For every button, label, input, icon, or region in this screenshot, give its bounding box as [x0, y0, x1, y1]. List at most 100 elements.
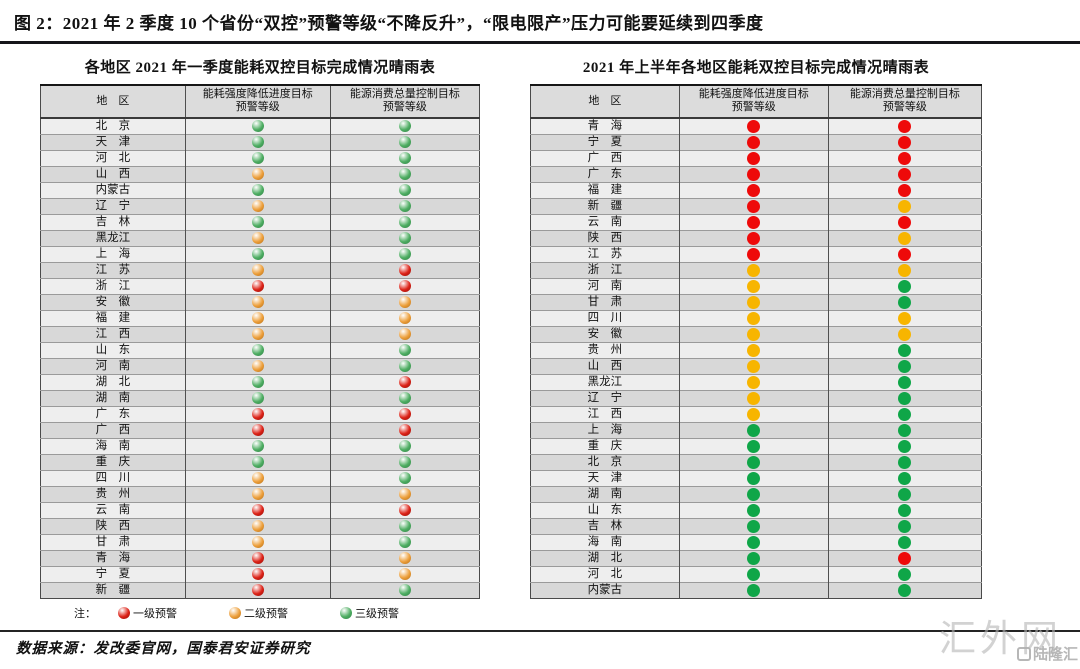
intensity-warning-cell [678, 358, 829, 375]
intensity-warning-cell [184, 454, 331, 471]
region-name: 湖 南 [530, 486, 680, 503]
consumption-warning-cell [329, 150, 480, 167]
column-header: 能耗强度降低进度目标 预警等级 [678, 85, 829, 119]
column-header: 地 区 [40, 85, 186, 119]
warning-dot-green [251, 376, 264, 389]
warning-dot-green [251, 216, 264, 229]
table-row: 吉 林 [530, 518, 982, 535]
intensity-warning-cell [184, 502, 331, 519]
table-row: 浙 江 [530, 262, 982, 279]
consumption-warning-cell [827, 406, 982, 423]
region-name: 上 海 [40, 246, 186, 263]
warning-dot-red [898, 135, 912, 149]
consumption-warning-cell [827, 182, 982, 199]
intensity-warning-cell [184, 326, 331, 343]
region-name: 贵 州 [530, 342, 680, 359]
warning-dot-yellow [747, 327, 761, 341]
h1-barometer-table: 地 区能耗强度降低进度目标 预警等级 能源消费总量控制目标 预警等级 青 海宁 夏广 … [530, 84, 982, 599]
warning-dot-green [251, 184, 264, 197]
region-name: 天 津 [530, 470, 680, 487]
warning-dot-green [747, 439, 761, 453]
intensity-warning-cell [184, 230, 331, 247]
warning-dot-yellow [398, 552, 411, 565]
region-name: 北 京 [40, 117, 186, 135]
table-row: 湖 北 [40, 374, 480, 391]
consumption-warning-cell [827, 294, 982, 311]
region-name: 辽 宁 [530, 390, 680, 407]
intensity-warning-cell [184, 150, 331, 167]
warning-dot-green [398, 440, 411, 453]
consumption-warning-cell [827, 230, 982, 247]
consumption-warning-cell [329, 134, 480, 151]
warning-dot-red [251, 568, 264, 581]
intensity-warning-cell [678, 214, 829, 231]
warning-dot-green [898, 567, 912, 581]
level1-warning-dot-icon [118, 607, 130, 619]
table-row: 河 南 [40, 358, 480, 375]
intensity-warning-cell [678, 390, 829, 407]
warning-dot-green [747, 471, 761, 485]
consumption-warning-cell [329, 182, 480, 199]
warning-dot-yellow [898, 311, 912, 325]
region-name: 河 南 [40, 358, 186, 375]
warning-dot-green [398, 344, 411, 357]
region-name: 江 西 [40, 326, 186, 343]
warning-dot-green [398, 232, 411, 245]
consumption-warning-cell [329, 582, 480, 599]
intensity-warning-cell [678, 502, 829, 519]
table-row: 江 西 [530, 406, 982, 423]
consumption-warning-cell [827, 470, 982, 487]
intensity-warning-cell [678, 582, 829, 599]
warning-dot-red [398, 280, 411, 293]
warning-dot-green [898, 423, 912, 437]
warning-dot-yellow [251, 488, 264, 501]
table-row: 山 东 [530, 502, 982, 519]
warning-dot-green [898, 455, 912, 469]
warning-dot-yellow [251, 536, 264, 549]
warning-dot-green [398, 392, 411, 405]
region-name: 河 北 [530, 566, 680, 583]
consumption-warning-cell [329, 534, 480, 551]
column-header: 地 区 [530, 85, 680, 119]
table-row: 广 东 [530, 166, 982, 183]
intensity-warning-cell [678, 294, 829, 311]
table-row: 辽 宁 [40, 198, 480, 215]
warning-dot-yellow [898, 231, 912, 245]
warning-dot-yellow [251, 312, 264, 325]
intensity-warning-cell [184, 438, 331, 455]
warning-dot-red [898, 551, 912, 565]
region-name: 广 东 [530, 166, 680, 183]
table-row: 宁 夏 [40, 566, 480, 583]
table-row: 吉 林 [40, 214, 480, 231]
table-row: 福 建 [530, 182, 982, 199]
consumption-warning-cell [827, 246, 982, 263]
table-row: 湖 北 [530, 550, 982, 567]
region-name: 福 建 [40, 310, 186, 327]
warning-dot-green [747, 583, 761, 597]
region-name: 吉 林 [530, 518, 680, 535]
region-name: 青 海 [530, 117, 680, 135]
intensity-warning-cell [184, 198, 331, 215]
q1-barometer-table: 地 区能耗强度降低进度目标 预警等级 能源消费总量控制目标 预警等级 北 京天 津河 … [40, 84, 480, 599]
region-name: 广 西 [530, 150, 680, 167]
legend-item-label: 二级预警 [244, 608, 288, 620]
legend-item-level3: 三级预警 [340, 605, 399, 621]
consumption-warning-cell [827, 358, 982, 375]
warning-dot-green [898, 391, 912, 405]
region-name: 浙 江 [530, 262, 680, 279]
warning-dot-red [898, 167, 912, 181]
warning-dot-green [251, 456, 264, 469]
warning-dot-green [398, 520, 411, 533]
intensity-warning-cell [678, 550, 829, 567]
consumption-warning-cell [827, 374, 982, 391]
warning-dot-red [398, 504, 411, 517]
warning-dot-green [898, 407, 912, 421]
intensity-warning-cell [184, 294, 331, 311]
region-name: 甘 肃 [530, 294, 680, 311]
watermark-badge-label: 陆隆汇 [1032, 647, 1078, 663]
warning-dot-yellow [251, 168, 264, 181]
table-row: 安 徽 [530, 326, 982, 343]
consumption-warning-cell [827, 550, 982, 567]
consumption-warning-cell [827, 422, 982, 439]
warning-dot-yellow [398, 568, 411, 581]
